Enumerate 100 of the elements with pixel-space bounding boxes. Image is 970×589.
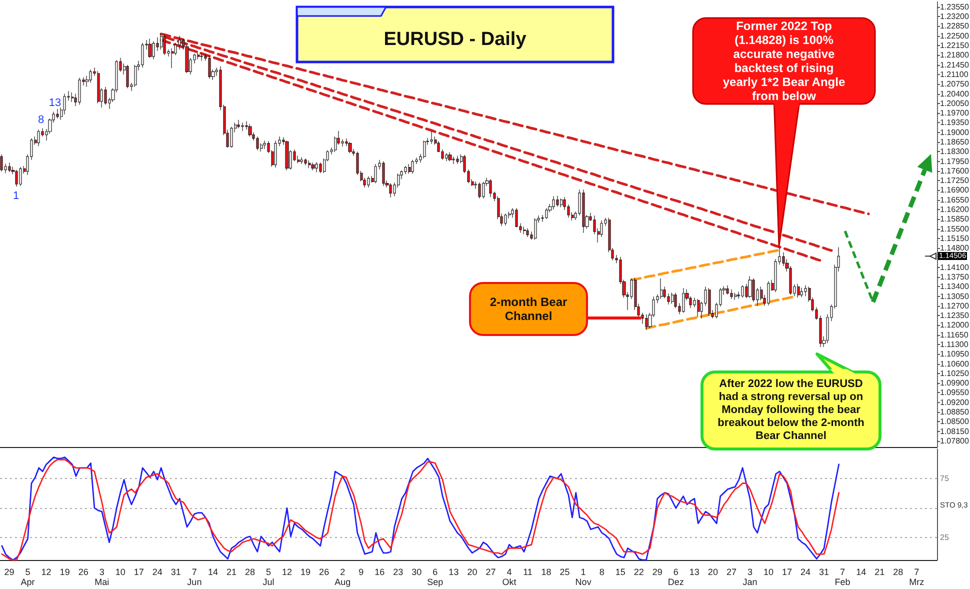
annotation: 13	[48, 97, 62, 109]
y-tick-label: 1.23550	[940, 2, 970, 12]
x-tick-label: 27	[486, 567, 496, 577]
y-tick-label: 1.18650	[940, 137, 970, 146]
x-tick-label: 10	[115, 567, 126, 577]
y-tick-label: 1.15850	[940, 214, 970, 224]
x-tick-label: 31	[170, 567, 181, 577]
x-tick-label: 21	[226, 567, 236, 577]
y-tick-label: 1.12000	[940, 320, 970, 330]
x-tick-label: 6 Sep	[427, 567, 444, 587]
y-tick-label: 1.10250	[940, 368, 970, 378]
y-tick-label: 1.21100	[940, 70, 969, 79]
y-tick-label: 1.08500	[940, 417, 970, 426]
annotation: 1	[12, 190, 20, 202]
y-tick-label: 1.19700	[940, 108, 970, 118]
x-tick-label: 14	[208, 567, 218, 577]
x-tick-label: 12	[41, 567, 52, 577]
y-tick-label: 1.14100	[940, 262, 970, 272]
x-tick-label: 16	[374, 567, 385, 577]
y-tick-label: 1.15500	[940, 224, 970, 234]
y-tick-label: 1.15150	[940, 234, 970, 243]
y-tick-label: 1.13050	[940, 292, 970, 301]
y-tick-label: 1.08150	[940, 426, 970, 436]
y-tick-label: 1.12350	[940, 311, 970, 320]
x-tick-label: 4 Okt	[502, 567, 517, 587]
y-tick-label: 1.17600	[940, 166, 970, 176]
x-tick-label: 28	[893, 567, 904, 577]
y-tick-label: 1.09200	[940, 398, 970, 407]
y-tick-label: 1.16200	[940, 204, 970, 214]
y-tick-label: 1.11650	[940, 330, 969, 340]
x-tick-label: 17	[782, 567, 792, 577]
x-tick-label: 29	[652, 567, 662, 577]
y-tick-label: 25	[940, 533, 950, 542]
y-tick-label: 75	[940, 474, 950, 484]
x-tick-label: 12	[282, 567, 292, 577]
y-tick-label: 1.11300	[940, 340, 969, 349]
x-tick-label: 5 Jul	[262, 567, 274, 587]
y-tick-label: 1.10950	[940, 350, 970, 359]
x-tick-label: 19	[60, 567, 70, 577]
x-tick-label: 10	[763, 567, 774, 577]
x-tick-label: 7 Mrz	[909, 567, 925, 587]
x-tick-label: 31	[819, 567, 830, 577]
x-tick-label: 5 Apr	[20, 567, 35, 587]
y-tick-label: 1.22500	[940, 31, 970, 40]
y-tick-label: 1.22850	[940, 22, 970, 31]
x-tick-label: 26	[78, 567, 88, 577]
x-tick-label: 24	[152, 567, 162, 577]
x-tick-label: 30	[412, 567, 422, 577]
y-tick-label: 1.21450	[940, 60, 970, 70]
y-tick-label: 1.13750	[940, 272, 970, 282]
x-tick-label: 19	[300, 567, 311, 577]
x-tick-label: 9	[358, 567, 364, 577]
x-tick-label: 3 Mai	[94, 567, 110, 587]
x-tick-label: 7 Jun	[187, 567, 202, 587]
x-tick-label: 28	[244, 567, 255, 577]
x-tick-label: 25	[560, 567, 570, 577]
x-tick-label: 27	[726, 567, 736, 577]
annotation: 2-month Bear Channel	[488, 295, 568, 323]
x-tick-label: 17	[134, 567, 144, 577]
y-tick-label: 1.10600	[940, 359, 970, 368]
x-tick-label: 20	[708, 567, 718, 577]
x-tick-label: 29	[4, 567, 14, 577]
annotation: Former 2022 Top (1.14828) is 100% accurate negative backtest of rising yearly 1*2 Bear Angle from below	[722, 19, 846, 103]
y-tick-label: 1.09900	[940, 378, 970, 388]
annotation: 8	[38, 114, 44, 126]
annotation: After 2022 low the EURUSD had a strong reversal up on Monday following the bear breakout below the 2-month Bear Channel	[716, 378, 866, 443]
y-tick-label: 1.23200	[940, 12, 970, 22]
y-tick-label: 1.18300	[940, 147, 970, 156]
y-tick-label: 1.08850	[940, 408, 970, 417]
x-tick-label: 26	[319, 567, 330, 577]
x-tick-label: 20	[467, 567, 478, 577]
x-tick-label: 18	[541, 567, 552, 577]
x-tick-label: 1 Nov	[575, 567, 592, 587]
y-tick-label: 1.19000	[940, 128, 970, 137]
x-tick-label: 23	[393, 567, 404, 577]
x-tick-label: 22	[634, 567, 644, 577]
y-tick-label: 1.20400	[940, 89, 970, 98]
x-tick-label: 14	[856, 567, 866, 577]
y-tick-label: 1.16550	[940, 195, 970, 204]
y-tick-label: 1.20050	[940, 98, 970, 108]
x-tick-label: 3 Jan	[742, 567, 758, 587]
y-tick-label: 1.17250	[940, 176, 970, 186]
y-tick-label: 1.12700	[940, 301, 970, 310]
y-tick-label: 1.22150	[940, 41, 970, 50]
x-tick-label: 21	[874, 567, 885, 577]
x-tick-label: 8	[599, 567, 604, 577]
x-tick-label: 13	[448, 567, 459, 577]
y-tick-label: 1.20750	[940, 80, 970, 89]
text: EURUSD - Daily	[384, 29, 526, 51]
y-tick-label: 1.07800	[940, 436, 970, 446]
y-tick-label: 1.21800	[940, 50, 970, 60]
y-tick-label: 1.09550	[940, 388, 970, 398]
x-tick-label: 13	[689, 567, 700, 577]
x-tick-label: 15	[615, 567, 626, 577]
x-tick-label: 11	[523, 567, 532, 577]
y-tick-label: 1.17950	[940, 156, 970, 166]
y-tick-label: 1.19350	[940, 118, 970, 128]
y-tick-label: 1.16900	[940, 186, 970, 195]
x-tick-label: 6 Dez	[668, 567, 684, 587]
x-tick-label: 7 Feb	[834, 567, 850, 587]
